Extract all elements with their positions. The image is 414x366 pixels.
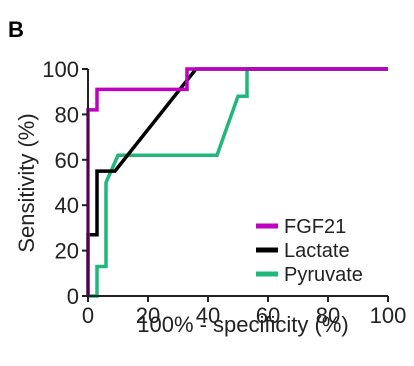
legend-label: Pyruvate (284, 264, 363, 286)
x-ticks: 0 20 40 60 80 100 (82, 296, 406, 328)
y-axis-title: Sensitivity (%) (14, 113, 39, 252)
x-tick-label: 80 (316, 303, 340, 328)
y-tick-label: 40 (55, 193, 79, 218)
x-tick-label: 0 (82, 303, 94, 328)
y-tick-label: 20 (55, 239, 79, 264)
legend-label: FGF21 (284, 216, 346, 238)
y-tick-label: 0 (67, 284, 79, 309)
y-tick-label: 80 (55, 102, 79, 127)
y-ticks: 0 20 40 60 80 100 (42, 57, 88, 309)
series-line-pyruvate (88, 67, 388, 298)
x-tick-label: 100 (370, 303, 407, 328)
x-tick-label: 60 (256, 303, 280, 328)
x-tick-label: 40 (196, 303, 220, 328)
x-axis-title: 100% - specificity (%) (137, 312, 349, 337)
legend-label: Lactate (284, 240, 350, 262)
y-tick-label: 100 (42, 57, 79, 82)
x-tick-label: 20 (136, 303, 160, 328)
y-tick-label: 60 (55, 148, 79, 173)
panel-label: B (8, 17, 24, 42)
